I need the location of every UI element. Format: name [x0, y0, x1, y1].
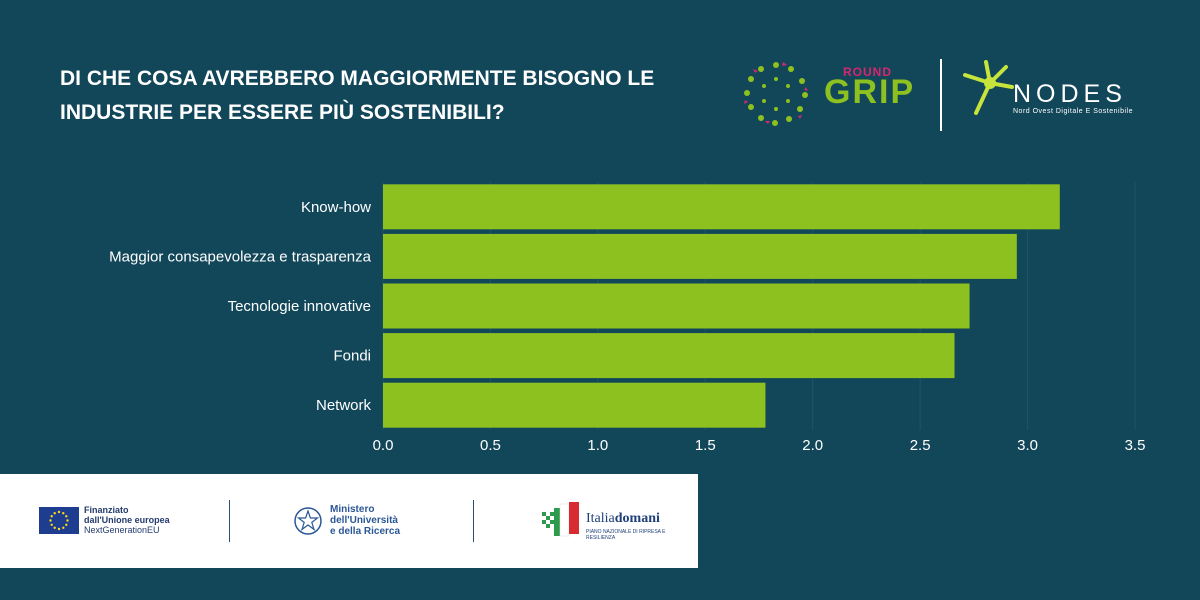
domani-word: domani — [614, 511, 660, 526]
mur-line-2: dell'Università — [330, 515, 398, 526]
x-tick-label: 3.0 — [1017, 437, 1038, 454]
x-tick-label: 0.0 — [373, 437, 394, 454]
mur-line-3: e della Ricerca — [330, 526, 401, 537]
footer-banner: Finanziato dall'Unione europea NextGener… — [0, 474, 698, 568]
category-label: Fondi — [333, 348, 371, 365]
italia-word: Italia — [586, 511, 615, 526]
x-tick-label: 2.5 — [910, 437, 931, 454]
category-label: Network — [316, 397, 372, 414]
italia-domani-wordmark: Italiadomani — [586, 511, 660, 527]
nodes-logo-icon — [963, 60, 1014, 115]
x-tick-label: 0.5 — [480, 437, 501, 454]
mur-line-1: Ministero — [330, 504, 375, 515]
ministry-text: Ministero dell'Università e della Ricerc… — [330, 504, 400, 537]
italia-domani-subtitle: PIANO NAZIONALE DI RIPRESA E RESILIENZA — [586, 529, 666, 541]
round-grip-logo-icon — [744, 62, 808, 126]
x-tick-label: 1.0 — [587, 437, 608, 454]
grip-wordmark: GRIP — [824, 73, 916, 111]
eu-line-2: dall'Unione europea — [84, 515, 170, 525]
category-label: Tecnologie innovative — [228, 298, 371, 315]
chart-title: Di che cosa avrebbero maggiormente bisog… — [60, 67, 655, 124]
x-tick-label: 3.5 — [1125, 437, 1146, 454]
nodes-subtitle: Nord Ovest Digitale E Sostenibile — [1013, 108, 1133, 115]
bar — [383, 184, 1060, 230]
bar — [383, 283, 970, 329]
nodes-wordmark: NODES — [1013, 80, 1127, 108]
bar — [383, 382, 766, 428]
bar — [383, 233, 1017, 279]
eu-line-3: NextGenerationEU — [84, 525, 160, 535]
category-label: Maggior consapevolezza e trasparenza — [109, 248, 371, 265]
bar — [383, 333, 955, 379]
category-label: Know-how — [301, 199, 371, 216]
republic-emblem-icon — [294, 507, 322, 535]
bar-chart: 0.0 0.5 1.0 1.5 2.0 2.5 3.0 3.5 Know-how Maggior … — [109, 182, 1146, 454]
footer-divider — [229, 500, 230, 542]
grip-round-label: ROUND — [843, 65, 892, 79]
partner-logos: ROUND GRIP NODES Nord Ovest Digitale E S… — [735, 55, 1155, 135]
x-tick-label: 1.5 — [695, 437, 716, 454]
eu-flag-icon — [39, 507, 79, 534]
footer-divider — [473, 500, 474, 542]
italia-domani-logo-icon — [542, 502, 579, 537]
eu-funding-text: Finanziato dall'Unione europea NextGener… — [84, 505, 170, 535]
logo-divider — [940, 59, 942, 131]
eu-line-1: Finanziato — [84, 505, 129, 515]
x-tick-label: 2.0 — [802, 437, 823, 454]
